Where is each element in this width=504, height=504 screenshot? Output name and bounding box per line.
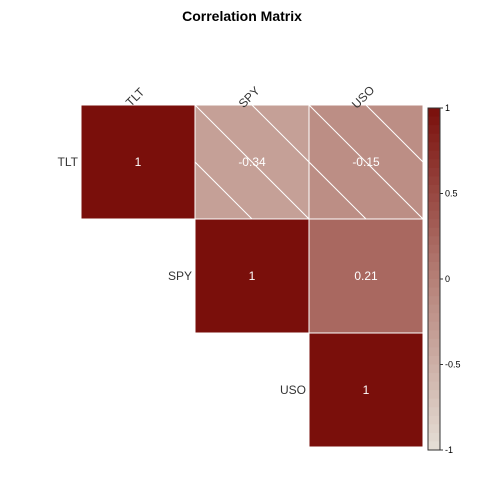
row-label-uso: USO — [280, 383, 306, 397]
cell-value-label: 1 — [135, 155, 142, 169]
colorbar-segment — [428, 415, 440, 425]
colorbar-segment — [428, 116, 440, 126]
colorbar-segment — [428, 227, 440, 237]
colorbar-segment — [428, 407, 440, 417]
colorbar-segment — [428, 390, 440, 400]
colorbar-tick-label: 1 — [445, 103, 450, 113]
colorbar-segment — [428, 236, 440, 246]
colorbar-segment — [428, 313, 440, 323]
colorbar-segment — [428, 184, 440, 195]
colorbar-segment — [428, 330, 440, 340]
hatch-line — [365, 105, 423, 163]
colorbar-segment — [428, 167, 440, 177]
hatch-line — [251, 105, 309, 163]
colorbar-tick-label: 0 — [445, 274, 450, 284]
colorbar-segment — [428, 347, 440, 357]
colorbar-segment — [428, 159, 440, 169]
cell-value-label: 1 — [363, 383, 370, 397]
cell-value-label: 0.21 — [354, 269, 378, 283]
colorbar-segment — [428, 398, 440, 408]
colorbar-segment — [428, 355, 440, 366]
hatch-line — [195, 161, 253, 219]
colorbar-segment — [428, 424, 440, 434]
hatch-line — [309, 161, 367, 219]
colorbar-tick-label: -1 — [445, 445, 453, 455]
colorbar-segment — [428, 210, 440, 220]
colorbar-segment — [428, 142, 440, 152]
colorbar-segment — [428, 279, 440, 289]
negative-hatch — [309, 105, 423, 219]
colorbar-segment — [428, 202, 440, 212]
cell-spy-spy — [194, 218, 310, 334]
colorbar-segment — [428, 193, 440, 203]
cell-value-label: -0.34 — [238, 155, 266, 169]
colorbar-segment — [428, 219, 440, 229]
colorbar-tick-label: 0.5 — [445, 189, 458, 199]
colorbar-segment — [428, 133, 440, 143]
colorbar-segment — [428, 150, 440, 160]
colorbar-segment — [428, 296, 440, 306]
colorbar-segment — [428, 125, 440, 135]
colorbar-segment — [428, 253, 440, 263]
hatch-line — [195, 105, 309, 219]
colorbar-segment — [428, 364, 440, 374]
row-label-tlt: TLT — [58, 155, 79, 169]
colorbar-segment — [428, 108, 440, 118]
row-label-spy: SPY — [168, 269, 192, 283]
cell-value-label: 1 — [249, 269, 256, 283]
cell-tlt-tlt — [80, 104, 196, 220]
colorbar: 1 0.5 0 -0.5 -1 — [427, 103, 461, 455]
colorbar-segment — [428, 261, 440, 272]
colorbar-segment — [428, 244, 440, 254]
colorbar-segment — [428, 287, 440, 297]
colorbar-segment — [428, 432, 440, 443]
hatch-line — [309, 105, 423, 219]
cell-uso-uso — [308, 332, 424, 448]
colorbar-segment — [428, 381, 440, 391]
colorbar-tick-label: -0.5 — [445, 360, 461, 370]
colorbar-segment — [428, 373, 440, 383]
colorbar-segment — [428, 176, 440, 186]
colorbar-segment — [428, 338, 440, 348]
colorbar-segment — [428, 321, 440, 331]
cell-value-label: -0.15 — [352, 155, 380, 169]
colorbar-segment — [428, 441, 440, 451]
colorbar-segment — [428, 304, 440, 314]
negative-hatch — [195, 105, 309, 219]
colorbar-segment — [428, 270, 440, 280]
chart-title: Correlation Matrix — [182, 8, 302, 24]
